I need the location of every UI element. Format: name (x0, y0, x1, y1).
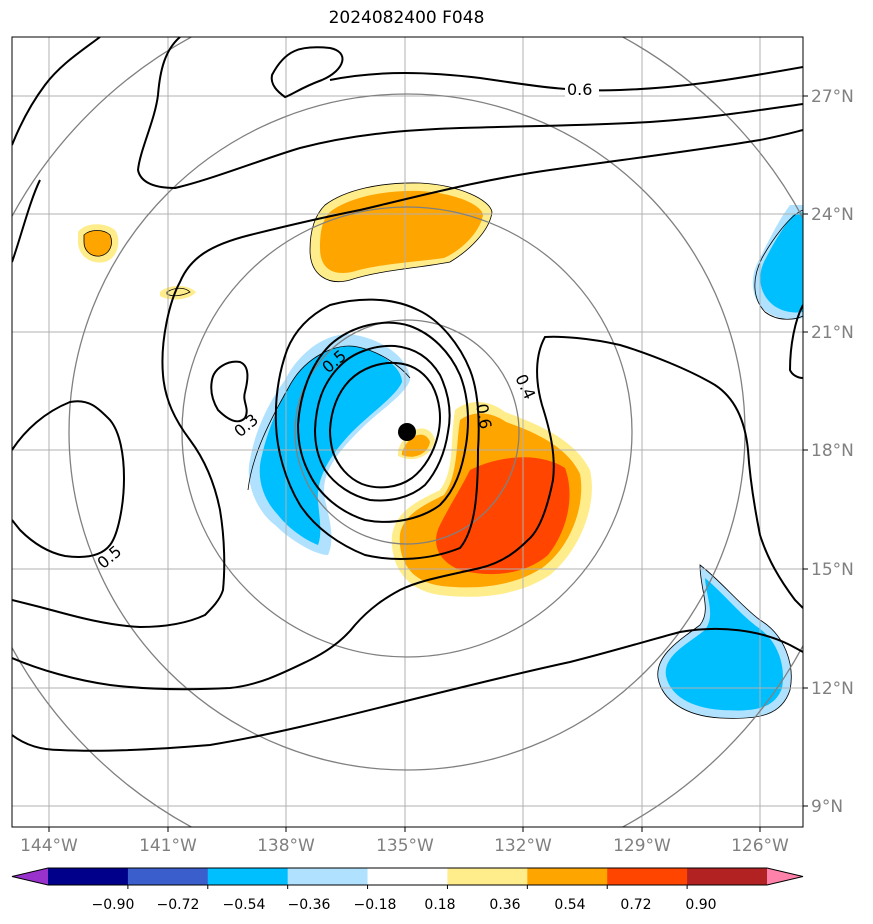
lat-tick-label: 12°N (811, 679, 854, 699)
lat-tick-label: 18°N (811, 441, 854, 461)
colorbar-segment (287, 868, 369, 885)
colorbar-tick-label: 0.18 (424, 897, 455, 913)
contour-label: 0.4 (511, 371, 539, 402)
lat-tick-label: 27°N (811, 87, 854, 107)
longitude-labels: 144°W 141°W 138°W 135°W 132°W 129°W 126°… (20, 827, 789, 856)
lon-tick-label: 135°W (376, 836, 434, 856)
lat-tick-label: 24°N (811, 205, 854, 225)
colorbar-extend-low (12, 868, 48, 885)
lon-tick-label: 138°W (257, 836, 315, 856)
colorbar-segment (127, 868, 209, 885)
lon-tick-label: 126°W (731, 836, 789, 856)
lon-tick-label: 132°W (494, 836, 552, 856)
colorbar-extend-high (767, 868, 803, 885)
colorbar-segment (207, 868, 289, 885)
colorbar-tick-label: −0.18 (354, 897, 397, 913)
lon-tick-label: 129°W (613, 836, 671, 856)
colorbar-segment (527, 868, 608, 885)
colorbar-tick-label: 0.72 (620, 897, 651, 913)
map-area: 0.6 0.5 0.3 0.5 0.4 0.6 (12, 37, 803, 827)
colorbar-segment (48, 868, 129, 885)
colorbar-segment (367, 868, 448, 885)
contour-label: 0.6 (567, 80, 592, 99)
latitude-labels: 27°N 24°N 21°N 18°N 15°N 12°N 9°N (803, 87, 854, 817)
colorbar-segment (447, 868, 528, 885)
colorbar-tick-label: −0.90 (92, 897, 135, 913)
lon-tick-label: 141°W (139, 836, 197, 856)
contour-label: 0.6 (472, 402, 495, 430)
colorbar-outline (11, 867, 804, 886)
lat-tick-label: 9°N (811, 797, 843, 817)
colorbar-tick-label: −0.54 (223, 897, 266, 913)
colorbar-tick-label: 0.54 (554, 897, 585, 913)
lat-tick-label: 15°N (811, 560, 854, 580)
colorbar-segment (687, 868, 768, 885)
colorbar-tick-label: 0.36 (489, 897, 520, 913)
storm-center-marker (398, 423, 416, 441)
colorbar-tick-labels: −0.90 −0.72 −0.54 −0.36 −0.18 0.18 0.36 … (92, 897, 717, 913)
colorbar-tick-label: −0.36 (288, 897, 331, 913)
colorbar-tick-label: 0.90 (685, 897, 716, 913)
lon-tick-label: 144°W (20, 836, 78, 856)
contour-label: 0.5 (94, 542, 126, 573)
plot-title: 2024082400 F048 (328, 8, 485, 28)
lat-tick-label: 21°N (811, 323, 854, 343)
map-frame (11, 36, 804, 828)
colorbar-tick-label: −0.72 (157, 897, 200, 913)
colorbar-segment (607, 868, 688, 885)
contour-lines (12, 37, 803, 752)
colorbar (11, 867, 804, 889)
